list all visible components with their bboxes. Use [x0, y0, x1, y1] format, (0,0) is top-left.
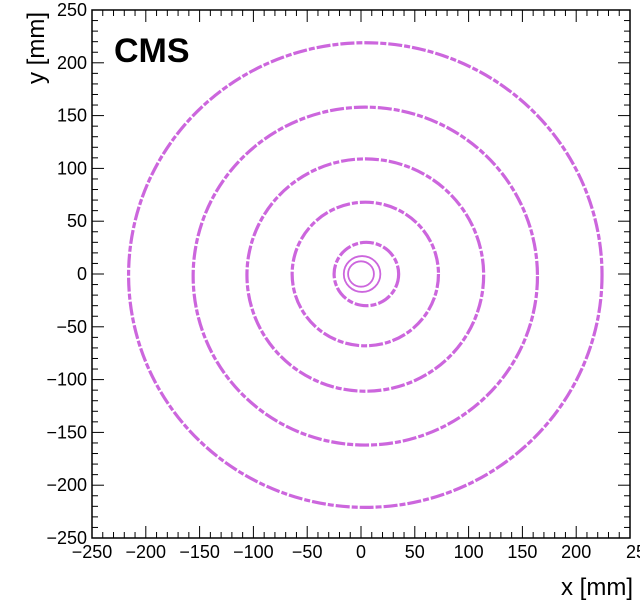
ring-6 [191, 105, 540, 447]
x-tick-label: 0 [356, 542, 366, 562]
x-tick-label: 200 [561, 542, 591, 562]
x-tick-label: −200 [126, 542, 167, 562]
x-axis-title: x [mm] [561, 574, 633, 601]
data-rings [126, 41, 604, 509]
x-tick-label: 100 [454, 542, 484, 562]
x-tick-label: 150 [507, 542, 537, 562]
ring-1 [347, 260, 375, 288]
x-tick-labels: −250 −200 −150 −100 −50 0 50 100 150 200 25 [72, 542, 640, 562]
y-tick-label: 50 [67, 211, 87, 231]
x-tick-label: −250 [72, 542, 113, 562]
x-tick-label: −100 [233, 542, 274, 562]
axis-ticks [91, 9, 631, 539]
y-tick-label: 250 [57, 0, 87, 20]
y-tick-label: 0 [77, 264, 87, 284]
y-axis-title: y [mm] [23, 12, 50, 84]
y-tick-label: −200 [46, 475, 87, 495]
y-tick-label: 100 [57, 158, 87, 178]
y-tick-label: −150 [46, 422, 87, 442]
y-tick-label: 150 [57, 106, 87, 126]
x-tick-label: −50 [292, 542, 323, 562]
ring-5 [245, 157, 486, 393]
ring-2 [342, 255, 382, 293]
y-tick-label: −100 [46, 370, 87, 390]
y-tick-label: 200 [57, 53, 87, 73]
x-tick-label: 50 [405, 542, 425, 562]
ring-7 [126, 41, 604, 509]
x-tick-label: −150 [179, 542, 220, 562]
y-tick-label: −250 [46, 528, 87, 548]
cms-label: CMS [114, 32, 190, 70]
y-tick-labels: −250 −200 −150 −100 −50 0 50 100 150 200 250 [46, 0, 87, 548]
plot-frame [91, 9, 631, 539]
ring-3 [332, 240, 401, 308]
x-tick-label: 25 [626, 542, 640, 562]
ring-4 [290, 200, 441, 348]
y-tick-label: −50 [56, 317, 87, 337]
